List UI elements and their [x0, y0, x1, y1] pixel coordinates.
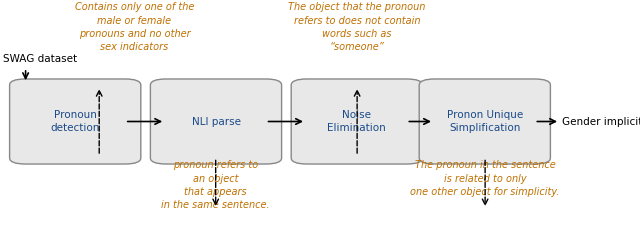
Text: Noise
Elimination: Noise Elimination [328, 110, 386, 133]
Text: Contains only one of the
male or female
pronouns and no other
sex indicators: Contains only one of the male or female … [75, 2, 194, 52]
Text: Gender implicit sentences: Gender implicit sentences [562, 116, 640, 127]
Text: The object that the pronoun
refers to does not contain
words such as
“someone”: The object that the pronoun refers to do… [289, 2, 426, 52]
Text: Pronoun
detection: Pronoun detection [51, 110, 100, 133]
Text: SWAG dataset: SWAG dataset [3, 54, 77, 64]
FancyBboxPatch shape [419, 79, 550, 164]
Text: pronoun refers to
an object
that appears
in the same sentence.: pronoun refers to an object that appears… [161, 160, 270, 210]
FancyBboxPatch shape [291, 79, 422, 164]
Text: NLI parse: NLI parse [191, 116, 241, 127]
Text: Pronon Unique
Simplification: Pronon Unique Simplification [447, 110, 523, 133]
FancyBboxPatch shape [150, 79, 282, 164]
FancyBboxPatch shape [10, 79, 141, 164]
Text: The pronoun in the sentence
is related to only
one other object for simplicity.: The pronoun in the sentence is related t… [410, 160, 560, 197]
